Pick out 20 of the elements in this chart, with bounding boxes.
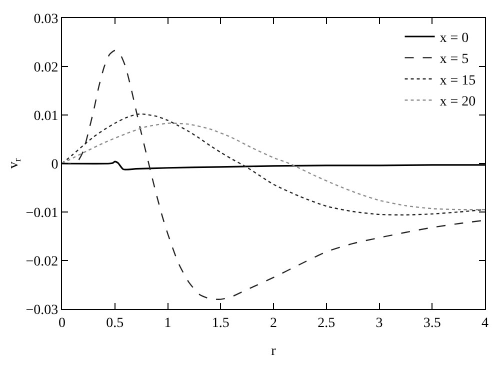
y-tick-label: −0.03 xyxy=(26,302,58,318)
y-tick-label: −0.01 xyxy=(26,206,58,221)
x-tick-label: 2.5 xyxy=(318,316,336,331)
legend-label: x = 0 xyxy=(440,30,469,46)
legend-label: x = 15 xyxy=(440,73,476,88)
y-tick-label: 0.01 xyxy=(34,108,58,124)
x-tick-label: 3.5 xyxy=(423,316,441,331)
y-tick-label: 0.02 xyxy=(34,60,58,76)
x-tick-label: 2 xyxy=(270,316,277,331)
x-tick-label: 0.5 xyxy=(106,316,124,331)
x-tick-label: 1 xyxy=(164,316,172,331)
legend-label: x = 20 xyxy=(440,94,476,110)
x-tick-label: 3 xyxy=(376,316,383,331)
legend-label: x = 5 xyxy=(440,52,469,68)
y-tick-label: 0 xyxy=(51,157,58,172)
x-tick-label: 1.5 xyxy=(212,316,230,331)
y-tick-label: 0.03 xyxy=(34,12,58,27)
y-tick-label: −0.02 xyxy=(26,254,58,270)
x-axis-title: r xyxy=(271,344,276,360)
x-tick-label: 4 xyxy=(482,316,488,331)
